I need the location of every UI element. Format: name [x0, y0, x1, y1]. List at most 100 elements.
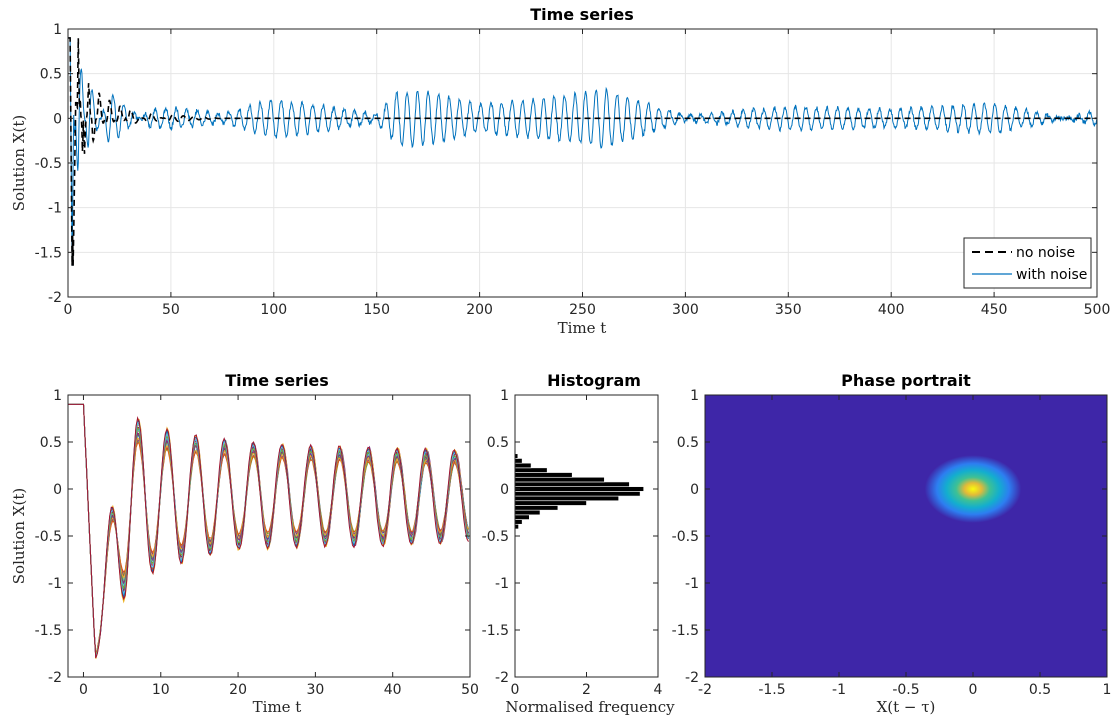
bl-xtick-label: 10 [152, 682, 170, 698]
bl-ytick-label: 0.5 [40, 435, 62, 451]
phase-ytick-label: -2 [685, 670, 699, 686]
bl-ticks: 0 10 20 30 40 50 1 0.5 0 -0.5 -1 -1.5 -2 [35, 388, 479, 698]
hist-ytick-label: -1 [495, 576, 509, 592]
histogram-bar [514, 514, 530, 520]
top-xtick-label: 250 [569, 302, 596, 318]
hist-plot-area [515, 395, 658, 677]
bl-xlabel: Time t [253, 698, 302, 716]
top-xtick-label: 150 [363, 302, 390, 318]
top-ytick-label: -1.5 [35, 245, 62, 261]
bl-ytick-label: -2 [48, 670, 62, 686]
realisation-line [68, 403, 469, 659]
hist-ytick-label: 1 [500, 388, 509, 404]
top-title: Time series [530, 5, 634, 24]
top-xtick-label: 450 [981, 302, 1008, 318]
top-xtick-label: 100 [260, 302, 287, 318]
phase-xtick-label: -2 [698, 682, 712, 698]
histogram-bar [514, 467, 548, 473]
hist-xtick-label: 0 [511, 682, 520, 698]
top-ticks: 0 50 100 150 200 250 300 350 400 450 500 1 0.5 0 -0.5 -… [35, 22, 1111, 318]
phase-ticks: -2 -1.5 -1 -0.5 0 0.5 1 1 0.5 0 -0.5 -1 -1.5 -2 [672, 388, 1112, 698]
top-ytick-label: 1 [53, 22, 62, 38]
phase-ytick-label: -1 [685, 576, 699, 592]
hist-xtick-label: 4 [654, 682, 663, 698]
bl-xtick-label: 20 [229, 682, 247, 698]
top-ytick-label: -2 [48, 290, 62, 306]
bl-ytick-label: -0.5 [35, 529, 62, 545]
top-ytick-label: 0.5 [40, 67, 62, 83]
bl-ylabel: Solution X(t) [10, 488, 28, 584]
top-series-lines [68, 37, 1098, 266]
histogram-bar [514, 481, 630, 487]
phase-ytick-label: 0.5 [677, 435, 699, 451]
phase-heatmap-peak [924, 455, 1022, 523]
top-xtick-label: 200 [466, 302, 493, 318]
top-xlabel: Time t [558, 319, 607, 337]
histogram-bar [514, 495, 619, 502]
histogram-bar [514, 462, 532, 469]
top-ylabel: Solution X(t) [10, 115, 28, 211]
phase-title: Phase portrait [841, 371, 971, 390]
phase-ytick-label: -1.5 [672, 623, 699, 639]
hist-ytick-label: 0.5 [487, 435, 509, 451]
histogram-bar [514, 486, 644, 492]
top-timeseries-panel: 0 50 100 150 200 250 300 350 400 450 500 1 0.5 0 -0.5 -… [10, 5, 1110, 337]
top-xtick-label: 400 [878, 302, 905, 318]
histogram-bar [514, 519, 523, 525]
top-ytick-label: -1 [48, 201, 62, 217]
legend-box [963, 237, 1092, 289]
hist-ytick-label: -0.5 [482, 529, 509, 545]
hist-ticks: 0 2 4 1 0.5 0 -0.5 -1 -1.5 -2 [482, 388, 663, 698]
bl-xtick-label: 40 [384, 682, 402, 698]
top-xtick-label: 0 [64, 302, 73, 318]
bl-ytick-label: -1 [48, 576, 62, 592]
phase-ytick-label: 0 [690, 482, 699, 498]
bl-ytick-label: 0 [53, 482, 62, 498]
bl-xtick-label: 50 [461, 682, 479, 698]
histogram-bar [514, 500, 587, 506]
series-no-noise-line [68, 37, 1097, 266]
histogram-bar [514, 491, 641, 497]
top-xtick-label: 300 [672, 302, 699, 318]
hist-ytick-label: 0 [500, 482, 509, 498]
bl-xtick-label: 30 [306, 682, 324, 698]
phase-portrait-panel: -2 -1.5 -1 -0.5 0 0.5 1 1 0.5 0 -0.5 -1 -1.5 -2 Phase… [672, 371, 1112, 716]
legend-label-with-noise: with noise [1016, 267, 1087, 283]
phase-ytick-label: -0.5 [672, 529, 699, 545]
hist-xlabel: Normalised frequency [505, 698, 675, 716]
top-xtick-label: 500 [1084, 302, 1111, 318]
phase-xtick-label: 1 [1103, 682, 1112, 698]
top-ytick-label: -0.5 [35, 156, 62, 172]
phase-xlabel: X(t − τ) [877, 698, 936, 716]
top-xtick-label: 50 [162, 302, 180, 318]
bl-ytick-label: 1 [53, 388, 62, 404]
series-with-noise-line [68, 37, 1098, 266]
top-xtick-label: 350 [775, 302, 802, 318]
legend-label-no-noise: no noise [1016, 245, 1075, 261]
phase-xtick-label: -1.5 [758, 682, 785, 698]
hist-ytick-label: -2 [495, 670, 509, 686]
histogram-bar [514, 523, 519, 530]
phase-xtick-label: 0.5 [1029, 682, 1051, 698]
hist-title: Histogram [547, 371, 641, 390]
histogram-bar [514, 505, 559, 511]
bl-series-lines [68, 403, 469, 659]
bl-title: Time series [225, 371, 329, 390]
hist-bars [514, 453, 644, 530]
hist-xtick-label: 2 [582, 682, 591, 698]
histogram-bar [514, 476, 605, 483]
phase-xtick-label: -1 [832, 682, 846, 698]
histogram-bar [514, 458, 523, 464]
phase-xtick-label: -0.5 [892, 682, 919, 698]
histogram-bar [514, 509, 541, 516]
top-ytick-label: 0 [53, 111, 62, 127]
bl-ytick-label: -1.5 [35, 623, 62, 639]
phase-xtick-label: 0 [969, 682, 978, 698]
histogram-bar [514, 472, 573, 478]
top-legend: no noise with noise [963, 237, 1092, 289]
histogram-panel: 0 2 4 1 0.5 0 -0.5 -1 -1.5 -2 Histogram Normalise… [482, 371, 676, 716]
bl-xtick-label: 0 [79, 682, 88, 698]
hist-ytick-label: -1.5 [482, 623, 509, 639]
phase-ytick-label: 1 [690, 388, 699, 404]
